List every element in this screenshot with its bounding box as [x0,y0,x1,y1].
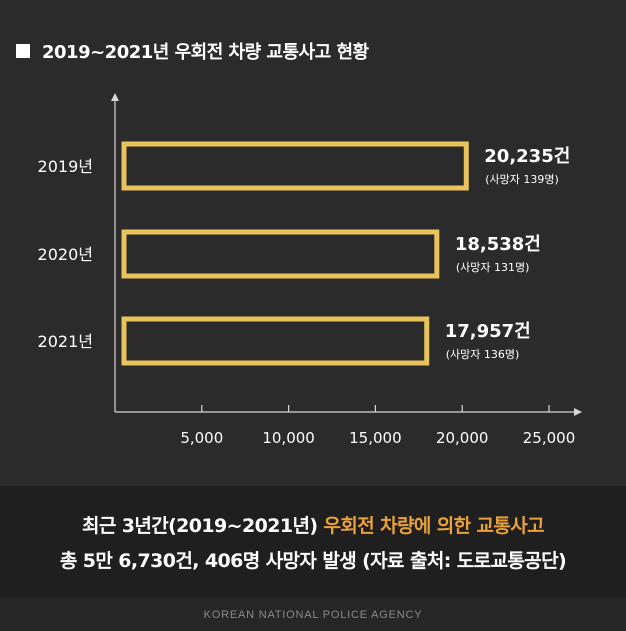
summary-panel: 최근 3년간(2019~2021년) 우회전 차량에 의한 교통사고 총 5만 … [0,486,626,598]
y-category-label: 2020년 [38,245,93,264]
bar-value-label: 18,538건 [455,234,541,255]
bar [121,316,430,366]
bar [121,141,469,191]
summary-line-1: 최근 3년간(2019~2021년) 우회전 차량에 의한 교통사고 [81,511,545,538]
x-axis-arrow [574,408,582,416]
bar-chart: 5,000 10,000 15,000 20,000 25,000 2019년 20,235… [38,93,582,447]
bar-death-label: (사망자 136명) [446,348,520,361]
summary-line-1-prefix: 최근 3년간(2019~2021년) [81,515,324,537]
chart-title-row: 2019~2021년 우회전 차량 교통사고 현황 [16,38,369,64]
bar-value-label: 17,957건 [445,321,531,342]
summary-line-1-highlight: 우회전 차량에 의한 교통사고 [323,515,545,537]
agency-credit: KOREAN NATIONAL POLICE AGENCY [0,598,626,631]
x-tick-label: 20,000 [436,429,489,447]
chart-title: 2019~2021년 우회전 차량 교통사고 현황 [42,42,369,63]
x-tick-label: 15,000 [349,429,402,447]
bar-death-label: (사망자 139명) [485,173,559,186]
bar-death-label: (사망자 131명) [456,261,530,274]
bar-value-label: 20,235건 [484,146,570,167]
y-axis-arrow [111,93,119,101]
x-tick-label: 5,000 [180,429,223,447]
x-tick-label: 10,000 [262,429,315,447]
summary-line-2: 총 5만 6,730건, 406명 사망자 발생 (자료 출처: 도로교통공단) [59,550,567,572]
y-category-label: 2021년 [38,332,93,351]
x-tick-label: 25,000 [523,429,576,447]
bar [121,229,440,279]
title-bullet-square [16,44,30,58]
y-category-label: 2019년 [38,157,93,176]
